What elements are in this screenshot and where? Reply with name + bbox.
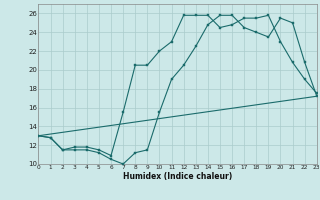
X-axis label: Humidex (Indice chaleur): Humidex (Indice chaleur) — [123, 172, 232, 181]
